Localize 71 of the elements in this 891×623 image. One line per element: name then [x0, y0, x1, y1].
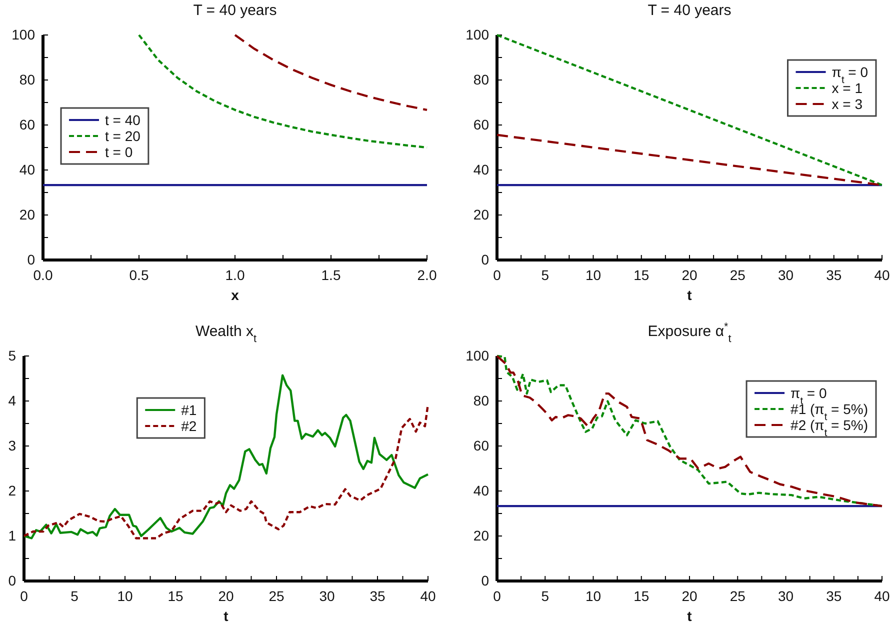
x-tick-label: 0 — [493, 266, 502, 283]
y-tick-label: 40 — [473, 482, 490, 498]
y-tick-label: 4 — [8, 392, 16, 408]
y-tick-label: 5 — [8, 347, 16, 364]
y-tick-label: 100 — [466, 26, 490, 42]
chart-title: T = 40 years — [193, 2, 277, 19]
x-tick-label: 2.0 — [417, 266, 437, 283]
x-tick-label: 1.5 — [321, 266, 341, 283]
x-axis-title: t — [687, 608, 692, 623]
x-tick-label: 25 — [268, 588, 284, 604]
line-series — [234, 34, 428, 112]
x-tick-label: 15 — [168, 588, 184, 604]
y-tick-label: 40 — [19, 161, 36, 178]
y-tick-label: 100 — [466, 347, 490, 364]
x-axis-title: t — [224, 608, 229, 623]
x-tick-label: 0.5 — [129, 266, 149, 283]
legend-label: t = 40 — [105, 112, 141, 128]
legend-label: x = 3 — [832, 96, 863, 112]
y-tick-label: 1 — [8, 527, 16, 544]
y-tick-label: 2 — [8, 482, 16, 498]
y-tick-label: 0 — [27, 251, 36, 268]
x-tick-label: 10 — [117, 588, 133, 604]
y-tick-label: 20 — [473, 527, 490, 544]
x-tick-label: 25 — [730, 588, 746, 604]
y-tick-label: 0 — [481, 572, 490, 588]
y-tick-label: 80 — [19, 71, 36, 88]
x-axis-title: t — [687, 287, 692, 303]
x-tick-label: 40 — [874, 588, 890, 604]
legend-label: t = 0 — [105, 144, 133, 160]
y-tick-label: 80 — [473, 392, 490, 408]
y-tick-label: 60 — [473, 437, 490, 454]
x-tick-label: 35 — [826, 266, 842, 283]
y-tick-label: 60 — [19, 116, 36, 132]
x-tick-label: 35 — [826, 588, 842, 604]
y-tick-label: 20 — [473, 206, 490, 222]
x-tick-label: 5 — [541, 266, 550, 283]
x-tick-label: 30 — [778, 266, 794, 283]
x-tick-label: 20 — [218, 588, 234, 604]
x-tick-label: 40 — [420, 588, 436, 604]
x-tick-label: 15 — [634, 588, 650, 604]
x-tick-label: 35 — [370, 588, 386, 604]
x-tick-label: 30 — [778, 588, 794, 604]
x-tick-label: 10 — [585, 588, 602, 604]
line-series — [496, 354, 884, 508]
legend-label: #1 — [181, 402, 197, 418]
x-tick-label: 0 — [493, 588, 502, 604]
y-tick-label: 3 — [8, 437, 16, 454]
x-tick-label: 40 — [874, 266, 890, 283]
y-tick-label: 40 — [473, 161, 490, 178]
x-tick-label: 10 — [585, 266, 602, 283]
line-series — [22, 374, 430, 540]
x-tick-label: 30 — [319, 588, 335, 604]
y-tick-label: 100 — [12, 26, 36, 42]
x-tick-label: 1.0 — [225, 266, 245, 283]
y-tick-label: 0 — [8, 572, 16, 588]
x-tick-label: 25 — [730, 266, 746, 283]
legend-label: #2 — [181, 418, 197, 434]
x-tick-label: 15 — [634, 266, 650, 283]
y-tick-label: 20 — [19, 206, 36, 222]
y-tick-label: 0 — [481, 251, 490, 268]
legend-label: t = 20 — [105, 128, 141, 144]
x-tick-label: 20 — [682, 588, 698, 604]
y-tick-label: 60 — [473, 116, 490, 132]
x-tick-label: 5 — [541, 588, 550, 604]
y-tick-label: 80 — [473, 71, 490, 88]
x-tick-label: 0.0 — [33, 266, 53, 283]
x-tick-label: 5 — [70, 588, 79, 604]
x-tick-label: 20 — [682, 266, 698, 283]
x-axis-title: x — [231, 287, 240, 303]
chart-title: T = 40 years — [648, 2, 732, 19]
chart-title: Wealth x$_{t}$ — [195, 323, 257, 345]
